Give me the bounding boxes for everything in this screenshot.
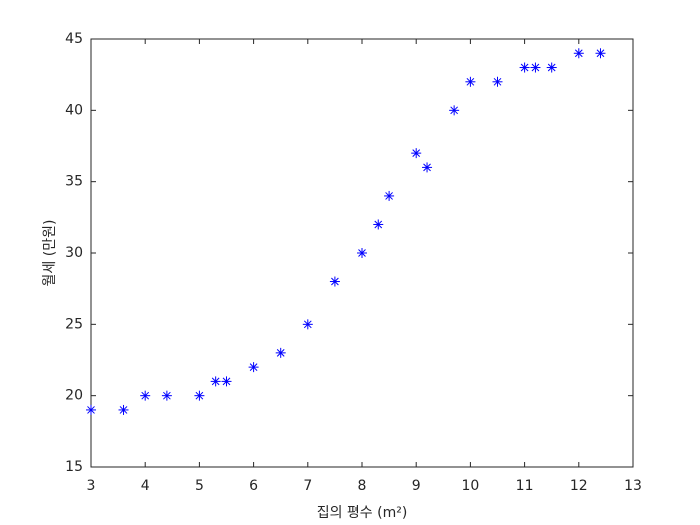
x-tick-label: 11 bbox=[516, 478, 534, 494]
point bbox=[302, 319, 313, 330]
point-stroke bbox=[331, 277, 339, 286]
y-tick-label: 15 bbox=[65, 459, 83, 475]
y-tick-label: 25 bbox=[65, 316, 83, 332]
point bbox=[161, 390, 172, 401]
point-stroke bbox=[385, 192, 393, 200]
point-stroke bbox=[374, 220, 383, 229]
point bbox=[573, 48, 584, 59]
point bbox=[449, 105, 460, 116]
point bbox=[248, 362, 259, 373]
x-axis-label: 집의 평수 (m²) bbox=[317, 505, 408, 521]
point-stroke bbox=[596, 49, 605, 58]
x-tick-label: 8 bbox=[358, 478, 367, 494]
point bbox=[411, 148, 422, 159]
point-stroke bbox=[466, 77, 475, 86]
point bbox=[530, 62, 541, 73]
point bbox=[422, 162, 433, 173]
point-stroke bbox=[195, 391, 204, 400]
point bbox=[546, 62, 557, 73]
y-axis-label: 월세 (만원) bbox=[42, 220, 58, 287]
point-stroke bbox=[163, 391, 171, 400]
point-stroke bbox=[211, 377, 220, 386]
point-stroke bbox=[520, 63, 529, 72]
point bbox=[384, 190, 395, 201]
point-stroke bbox=[119, 406, 128, 414]
point bbox=[357, 248, 367, 258]
point bbox=[492, 76, 503, 87]
x-tick-label: 10 bbox=[461, 478, 479, 494]
y-tick-label: 40 bbox=[65, 102, 83, 118]
y-tick-label: 35 bbox=[65, 174, 83, 190]
point bbox=[373, 219, 384, 230]
point-stroke bbox=[574, 49, 583, 58]
point-stroke bbox=[87, 406, 95, 414]
point bbox=[194, 390, 205, 401]
x-tick-label: 13 bbox=[624, 478, 642, 494]
x-tick-label: 7 bbox=[303, 478, 312, 494]
point bbox=[465, 76, 476, 87]
point-stroke bbox=[249, 363, 258, 371]
point-stroke bbox=[412, 149, 421, 157]
point-stroke bbox=[423, 163, 431, 172]
point-stroke bbox=[358, 249, 366, 257]
x-tick-label: 5 bbox=[195, 478, 204, 494]
point-stroke bbox=[547, 63, 556, 72]
x-tick-label: 9 bbox=[412, 478, 421, 494]
point bbox=[595, 48, 606, 59]
point-stroke bbox=[276, 349, 285, 357]
point-stroke bbox=[450, 106, 458, 115]
point-stroke bbox=[493, 77, 502, 86]
point-stroke bbox=[222, 377, 231, 386]
point bbox=[519, 62, 530, 73]
point bbox=[329, 276, 340, 287]
x-tick-label: 12 bbox=[570, 478, 588, 494]
point bbox=[140, 390, 151, 401]
y-tick-label: 45 bbox=[65, 31, 83, 47]
point-stroke bbox=[531, 63, 540, 72]
point bbox=[118, 404, 129, 415]
point bbox=[86, 404, 96, 415]
y-tick-label: 20 bbox=[65, 388, 83, 404]
x-tick-label: 6 bbox=[249, 478, 258, 494]
point bbox=[221, 376, 232, 387]
point-stroke bbox=[303, 320, 312, 329]
point-stroke bbox=[141, 391, 150, 400]
point bbox=[210, 376, 221, 387]
x-tick-label: 3 bbox=[87, 478, 96, 494]
point bbox=[275, 347, 286, 358]
x-tick-label: 4 bbox=[141, 478, 150, 494]
y-tick-label: 30 bbox=[65, 245, 83, 261]
